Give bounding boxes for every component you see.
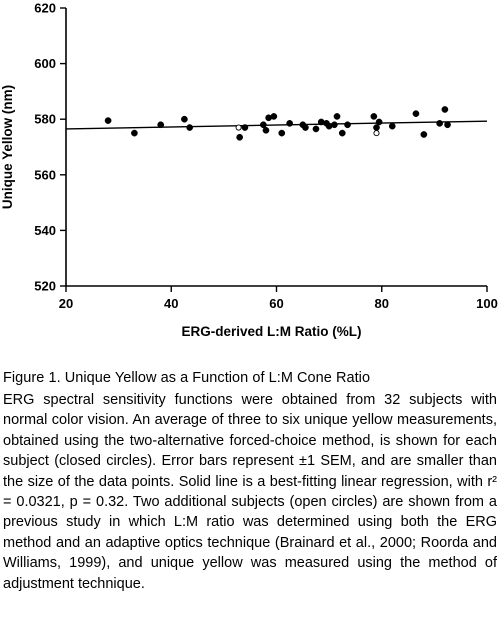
closed-circle-point [259, 121, 267, 129]
closed-circle-point [373, 124, 380, 131]
closed-circle-point [278, 129, 286, 137]
y-tick-label: 520 [34, 279, 56, 294]
closed-circle-point [370, 113, 378, 120]
closed-circle-point [131, 129, 138, 137]
x-tick-label: 100 [476, 296, 498, 311]
closed-circle-point [412, 110, 420, 117]
scatter-figure: Unique Yellow (nm) ERG-derived L:M Ratio… [0, 1, 498, 340]
open-circle-point [373, 130, 380, 137]
closed-circle-point [333, 113, 341, 120]
closed-circle-point [444, 121, 451, 129]
caption-title: Figure 1. Unique Yellow as a Function of… [3, 370, 371, 386]
y-axis-title-group: Unique Yellow (nm) [0, 85, 15, 209]
y-axis-title: Unique Yellow (nm) [0, 85, 15, 209]
regression-line [65, 120, 488, 130]
closed-circle-point [388, 122, 396, 130]
y-tick-label: 600 [34, 56, 56, 71]
closed-circle-point [331, 121, 338, 129]
y-tick-label: 620 [34, 1, 56, 16]
closed-circle-point [181, 115, 188, 123]
x-tick-label: 20 [59, 296, 73, 311]
y-tick-label: 560 [34, 167, 56, 182]
caption-body: ERG spectral sensitivity functions were … [3, 392, 497, 592]
closed-circle-point [270, 113, 278, 120]
x-axis-title: ERG-derived L:M Ratio (%L) [181, 324, 361, 339]
x-tick-label: 60 [269, 296, 283, 311]
x-tick-label: 40 [164, 296, 178, 311]
closed-circle-point [420, 131, 428, 138]
closed-circle-point [441, 106, 449, 113]
closed-circle-point [236, 133, 244, 141]
plot-area: 520 540 560 580 600 620 20 40 60 80 100 [34, 1, 498, 312]
closed-circle-point [104, 117, 112, 124]
closed-circle-point [241, 124, 249, 131]
open-circle-point [235, 124, 242, 131]
closed-circle-point [157, 121, 165, 129]
closed-circle-point [186, 124, 194, 131]
closed-circle-point [344, 121, 351, 129]
y-tick-label: 540 [34, 223, 56, 238]
closed-circle-point [375, 118, 383, 126]
y-tick-label: 580 [34, 112, 56, 127]
closed-circle-point [312, 125, 320, 133]
closed-circle-point [302, 124, 309, 131]
closed-circle-point [338, 129, 346, 137]
figure-caption: Figure 1. Unique Yellow as a Function of… [3, 368, 497, 594]
closed-circle-point [436, 120, 443, 127]
closed-circle-point [262, 126, 270, 134]
closed-circle-point [286, 120, 294, 127]
x-tick-label: 80 [375, 296, 389, 311]
